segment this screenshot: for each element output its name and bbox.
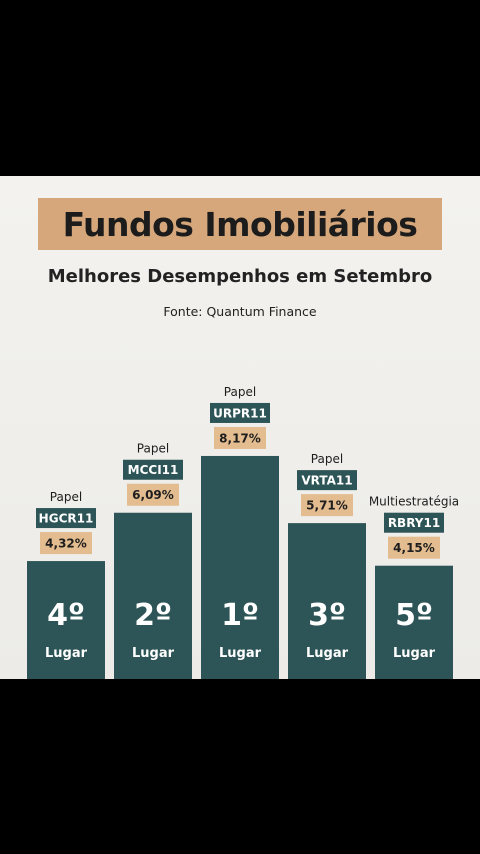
ticker-label: HGCR11 bbox=[39, 512, 94, 526]
fund-type-label: Papel bbox=[224, 385, 256, 399]
title-banner: Fundos Imobiliários bbox=[38, 198, 442, 250]
fund-type-label: Papel bbox=[137, 442, 169, 456]
place-label: Lugar bbox=[393, 646, 436, 661]
bar bbox=[201, 455, 279, 679]
value-label-box bbox=[127, 483, 179, 506]
ticker-label-box bbox=[210, 402, 270, 423]
place-label: Lugar bbox=[45, 646, 88, 661]
value-label: 4,32% bbox=[45, 537, 87, 551]
fund-type-label: Multiestratégia bbox=[369, 495, 459, 509]
rank-label: 3º bbox=[308, 598, 346, 633]
page-title: Fundos Imobiliários bbox=[62, 204, 418, 244]
place-label: Lugar bbox=[132, 646, 175, 661]
ticker-label-box bbox=[123, 459, 183, 480]
bar-chart: 4º Lugar 4,32% HGCR11 Papel 2º Lugar 6,09% MCCI1… bbox=[27, 385, 459, 679]
bar bbox=[375, 565, 453, 679]
source-note: Fonte: Quantum Finance bbox=[163, 304, 317, 319]
value-label-box bbox=[214, 426, 266, 449]
rank-label: 4º bbox=[47, 598, 85, 633]
fund-type-label: Papel bbox=[311, 452, 343, 466]
rank-label: 2º bbox=[134, 598, 172, 633]
value-label: 6,09% bbox=[132, 488, 174, 502]
ticker-label: RBRY11 bbox=[388, 516, 440, 530]
ticker-label: URPR11 bbox=[213, 406, 267, 420]
value-label-box bbox=[388, 536, 440, 559]
subtitle: Melhores Desempenhos em Setembro bbox=[47, 266, 433, 287]
bar bbox=[114, 512, 192, 679]
place-label: Lugar bbox=[306, 646, 349, 661]
bar bbox=[27, 561, 105, 679]
value-label: 8,17% bbox=[219, 431, 261, 445]
ticker-label: MCCI11 bbox=[128, 463, 179, 477]
rank-label: 5º bbox=[395, 598, 433, 633]
infographic-card: Fundos Imobiliários Melhores Desempenhos… bbox=[0, 176, 480, 679]
ticker-label-box bbox=[297, 470, 357, 491]
rank-label: 1º bbox=[221, 598, 259, 633]
value-label-box bbox=[301, 494, 353, 517]
ticker-label-box bbox=[384, 512, 444, 533]
ticker-label-box bbox=[36, 508, 96, 529]
value-label: 4,15% bbox=[393, 541, 435, 555]
ticker-label: VRTA11 bbox=[301, 474, 352, 488]
bar bbox=[288, 523, 366, 679]
place-label: Lugar bbox=[219, 646, 262, 661]
value-label: 5,71% bbox=[306, 499, 348, 513]
value-label-box bbox=[40, 532, 92, 555]
fund-type-label: Papel bbox=[50, 490, 82, 504]
